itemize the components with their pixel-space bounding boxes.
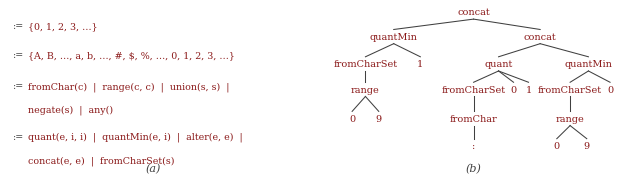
Text: concat: concat <box>457 8 490 17</box>
Text: :=: := <box>12 22 24 31</box>
Text: :=: := <box>12 133 24 142</box>
Text: range: range <box>351 86 380 94</box>
Text: concat(e, e)  |  fromCharSet(s): concat(e, e) | fromCharSet(s) <box>28 157 174 166</box>
Text: 0: 0 <box>349 115 355 124</box>
Text: 0: 0 <box>511 86 516 94</box>
Text: fromChar(c)  |  range(c, c)  |  union(s, s)  |: fromChar(c) | range(c, c) | union(s, s) … <box>28 82 229 92</box>
Text: (a): (a) <box>146 164 161 175</box>
Text: 1: 1 <box>417 60 424 69</box>
Text: {0, 1, 2, 3, …}: {0, 1, 2, 3, …} <box>28 22 97 31</box>
Text: :: : <box>472 142 476 151</box>
Text: :=: := <box>12 82 24 91</box>
Text: concat: concat <box>524 33 557 42</box>
Text: 9: 9 <box>584 142 590 151</box>
Text: (b): (b) <box>466 164 481 175</box>
Text: {A, B, …, a, b, …, #, $, %, …, 0, 1, 2, 3, …}: {A, B, …, a, b, …, #, $, %, …, 0, 1, 2, … <box>28 51 234 60</box>
Text: negate(s)  |  any(): negate(s) | any() <box>28 106 113 115</box>
Text: 0: 0 <box>607 86 613 94</box>
Text: fromCharSet: fromCharSet <box>333 60 397 69</box>
Text: quant: quant <box>484 60 513 69</box>
Text: 0: 0 <box>554 142 560 151</box>
Text: quant(e, i, i)  |  quantMin(e, i)  |  alter(e, e)  |: quant(e, i, i) | quantMin(e, i) | alter(… <box>28 133 243 143</box>
Text: 1: 1 <box>525 86 532 94</box>
Text: 9: 9 <box>376 115 382 124</box>
Text: quantMin: quantMin <box>564 60 612 69</box>
Text: fromCharSet: fromCharSet <box>538 86 602 94</box>
Text: :=: := <box>12 51 24 60</box>
Text: fromChar: fromChar <box>450 115 497 124</box>
Text: range: range <box>556 115 584 124</box>
Text: quantMin: quantMin <box>370 33 418 42</box>
Text: fromCharSet: fromCharSet <box>442 86 506 94</box>
